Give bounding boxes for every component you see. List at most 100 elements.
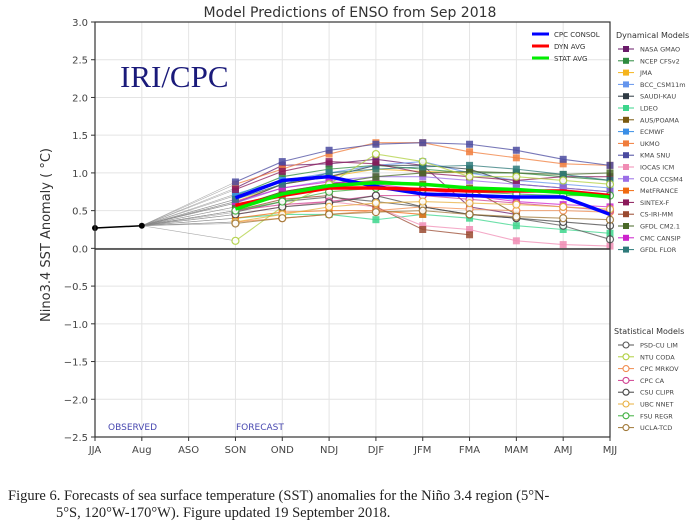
legend-marker xyxy=(623,128,629,135)
data-point xyxy=(466,167,474,175)
data-point xyxy=(371,208,381,217)
legend-marker xyxy=(622,341,630,349)
data-point xyxy=(278,184,286,192)
caption-line-1: Figure 6. Forecasts of sea surface tempe… xyxy=(8,488,550,504)
data-point xyxy=(325,169,333,177)
caption-line-2: 5°S, 120°W-170°W). Figure updated 19 Sep… xyxy=(56,505,391,521)
legend-marker xyxy=(623,187,629,194)
legend-marker xyxy=(622,400,630,408)
connector-line xyxy=(141,206,236,227)
data-point xyxy=(512,146,520,154)
data-point xyxy=(559,241,567,249)
data-point xyxy=(371,198,381,208)
legend-label: ECMWF xyxy=(640,128,665,136)
x-tick-label: FMA xyxy=(459,445,480,456)
connector-line xyxy=(141,210,236,227)
x-tick-label: Aug xyxy=(132,445,152,456)
average-legend: CPC CONSOL DYN AVG STAT AVG xyxy=(532,31,600,63)
y-tick-label: 2.0 xyxy=(72,93,88,104)
connector-line xyxy=(141,214,236,227)
data-point xyxy=(512,165,520,173)
y-tick-label: −1.5 xyxy=(64,358,88,369)
data-point xyxy=(371,191,381,200)
x-tick-label: JFM xyxy=(413,445,431,456)
legend-marker xyxy=(623,175,629,182)
legend-label: AUS/POAMA xyxy=(640,116,679,124)
legend-label: UBC NNET xyxy=(640,401,674,409)
data-point xyxy=(465,210,474,219)
connector-line xyxy=(141,223,236,227)
legend-label: CPC CONSOL xyxy=(554,31,600,39)
legend-marker xyxy=(622,412,630,420)
data-point xyxy=(278,188,286,196)
data-point xyxy=(512,212,521,221)
legend-label: BCC_CSM11m xyxy=(640,81,686,89)
series-observed xyxy=(92,222,145,231)
data-point xyxy=(418,197,427,206)
legend-label: STAT AVG xyxy=(554,55,587,63)
data-point xyxy=(512,172,521,181)
legend-label: UCLA-TCD xyxy=(640,424,672,432)
legend-label: LDEO xyxy=(640,105,658,113)
legend-label: CS-IRI-MM xyxy=(640,211,673,219)
x-tick-label: MAM xyxy=(504,445,528,456)
legend-marker xyxy=(623,234,629,241)
legend-label: NTU CODA xyxy=(640,353,675,361)
data-point xyxy=(512,222,520,230)
data-point xyxy=(559,176,568,185)
y-tick-label: 0.5 xyxy=(72,207,88,218)
legend-marker xyxy=(623,246,629,253)
legend-marker xyxy=(623,152,629,159)
data-point xyxy=(231,236,240,245)
data-point xyxy=(512,237,520,245)
data-point xyxy=(372,155,380,163)
legend-label: KMA SNU xyxy=(640,152,670,160)
dynamical-models-legend: Dynamical Models NASA GMAO NCEP CFSv2 JMA BC… xyxy=(616,31,689,254)
data-point xyxy=(466,231,474,239)
y-tick-label: −0.5 xyxy=(64,282,88,293)
data-point xyxy=(231,190,239,198)
series-ucla-tcd xyxy=(231,206,615,228)
x-tick-label: AMJ xyxy=(554,445,572,456)
legend-marker xyxy=(623,199,629,206)
legend-label: COLA CCSM4 xyxy=(640,175,683,183)
legend-marker xyxy=(622,424,630,432)
y-tick-label: −1.0 xyxy=(64,320,88,331)
data-point xyxy=(371,149,381,159)
x-tick-label: NDJ xyxy=(320,445,338,456)
statistical-models-legend: Statistical Models PSD-CU LIM NTU CODA CPC … xyxy=(614,327,684,432)
legend-marker xyxy=(623,93,629,100)
y-tick-label: 2.5 xyxy=(72,56,88,67)
legend-marker xyxy=(623,116,629,123)
data-point xyxy=(419,169,427,177)
data-point xyxy=(418,206,427,215)
data-point xyxy=(559,214,568,223)
watermark: IRI/CPC xyxy=(120,59,229,94)
data-point xyxy=(559,202,568,211)
legend-label: JMA xyxy=(639,69,653,77)
series-layer xyxy=(92,139,615,250)
data-point xyxy=(559,170,567,178)
data-point xyxy=(559,184,567,192)
legend-marker xyxy=(623,105,629,111)
legend-label: CSU CLIPR xyxy=(640,389,674,397)
figure-caption: Figure 6. Forecasts of sea surface tempe… xyxy=(8,488,698,522)
observed-label: OBSERVED xyxy=(108,423,157,433)
connector-line xyxy=(141,201,236,227)
data-point xyxy=(278,173,286,181)
legend-label: NASA GMAO xyxy=(640,46,680,54)
x-tick-label: JJA xyxy=(88,445,102,456)
observed-line xyxy=(94,224,142,229)
series-stat-avg xyxy=(234,180,611,211)
legend-label: PSD-CU LIM xyxy=(640,342,678,350)
y-tick-label: −2.0 xyxy=(64,395,88,406)
legend-label: FSU REGR xyxy=(640,412,673,420)
y-tick-label: 1.5 xyxy=(72,131,88,142)
data-point xyxy=(231,219,240,228)
x-tick-label: OND xyxy=(271,445,294,456)
data-point xyxy=(465,198,474,208)
legend-marker xyxy=(622,376,630,384)
legend-label: CPC CA xyxy=(640,377,665,385)
data-point xyxy=(512,154,520,162)
x-tick-label: DJF xyxy=(368,445,385,456)
